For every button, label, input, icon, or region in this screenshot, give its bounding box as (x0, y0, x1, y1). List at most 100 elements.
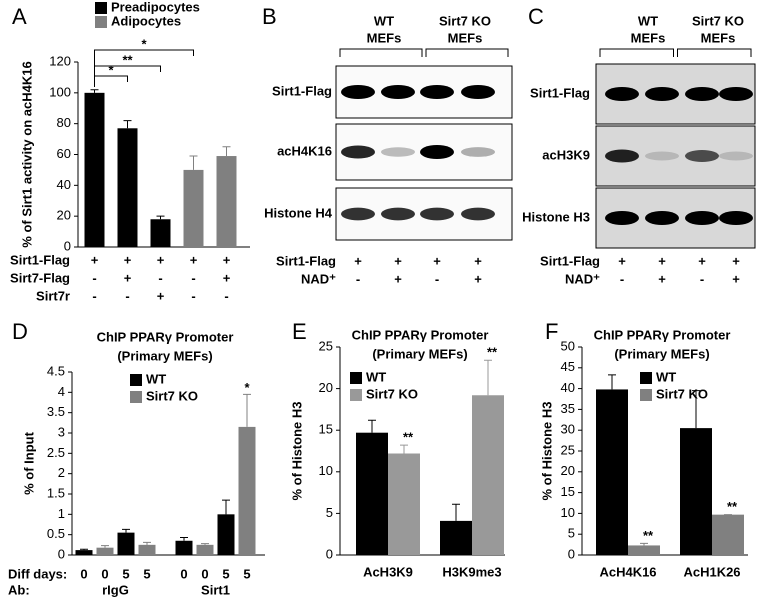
group-axis-label: Ab: (8, 582, 30, 597)
error-bar (608, 374, 616, 390)
significance-bracket (94, 49, 194, 87)
error-bar (222, 499, 230, 515)
error-bar (143, 541, 151, 545)
significance-label: ** (487, 345, 498, 360)
legend-swatch (350, 372, 362, 384)
chart-title: (Primary MEFs) (117, 348, 212, 363)
x-tick-label: 0 (201, 566, 208, 581)
blot-band (461, 207, 495, 221)
condition-label: Sirt1-Flag (276, 253, 336, 268)
condition-value: + (157, 288, 165, 303)
blot-row-label: acH4K16 (277, 143, 332, 158)
x-tick-label: 0 (180, 566, 187, 581)
y-tick-label: 10 (561, 505, 575, 520)
condition-value: + (223, 270, 231, 285)
y-tick-label: 0 (568, 546, 575, 561)
condition-value: + (658, 253, 666, 268)
chart-title: ChIP PPARγ Promoter (594, 327, 731, 342)
y-tick-label: 4 (58, 384, 65, 399)
blot-band (420, 145, 454, 159)
legend-swatch (95, 16, 107, 28)
y-tick-label: 20 (57, 208, 71, 223)
condition-value: - (356, 271, 360, 286)
blot-band (605, 87, 639, 101)
error-bar (201, 543, 209, 545)
condition-value: - (224, 288, 228, 303)
y-axis-label: % of Histone H3 (539, 402, 554, 501)
significance-label: ** (122, 52, 133, 67)
y-tick-label: 40 (561, 380, 575, 395)
condition-value: + (124, 270, 132, 285)
x-tick-label: 0 (80, 566, 87, 581)
y-tick-label: 35 (561, 401, 575, 416)
y-tick-label: 2.5 (47, 445, 65, 460)
y-tick-label: 2 (58, 465, 65, 480)
legend-label: WT (366, 369, 386, 384)
blot-band (341, 145, 375, 159)
y-tick-label: 0.5 (47, 526, 65, 541)
condition-value: + (732, 253, 740, 268)
legend-label: Sirt7 KO (366, 386, 418, 401)
group-label: Sirt1 (201, 582, 230, 597)
blot-band (461, 85, 495, 99)
y-axis-label: % of Input (21, 431, 36, 494)
blot-band (645, 87, 679, 101)
y-tick-label: 50 (561, 338, 575, 353)
error-bar (90, 89, 99, 93)
bar (196, 544, 214, 555)
blot-header: WT (374, 13, 394, 28)
x-tick-label: 5 (143, 566, 150, 581)
condition-value: - (191, 288, 195, 303)
blot-band (461, 147, 495, 157)
y-tick-label: 3 (58, 424, 65, 439)
y-tick-label: 30 (561, 422, 575, 437)
blot-band (645, 211, 679, 225)
blot-header: MEFs (448, 30, 483, 45)
blot-band (381, 147, 415, 157)
header-bracket (339, 48, 509, 57)
error-bar (640, 542, 648, 546)
blot-row-label: Histone H4 (264, 205, 333, 220)
blot-band (685, 87, 719, 101)
x-tick-label: AcH1K26 (683, 564, 740, 579)
error-bar (189, 155, 198, 170)
error-bar (123, 120, 132, 129)
condition-value: + (354, 253, 362, 268)
blot-header: Sirt7 KO (692, 13, 744, 28)
significance-label: * (108, 62, 114, 77)
blot-band (719, 151, 753, 161)
error-bar (484, 359, 492, 396)
significance-bracket (94, 75, 128, 87)
blot-header: MEFs (367, 30, 402, 45)
error-bar (452, 503, 460, 521)
condition-value: + (394, 253, 402, 268)
y-tick-label: 4.5 (47, 363, 65, 378)
panel-letter: D (12, 319, 28, 344)
bar (440, 520, 472, 555)
condition-label: NAD⁺ (301, 271, 336, 286)
chart-title: (Primary MEFs) (614, 346, 709, 361)
significance-label: ** (727, 499, 738, 514)
y-tick-label: 25 (319, 338, 333, 353)
blot-header: MEFs (631, 30, 666, 45)
bar (238, 426, 256, 555)
blot-header: Sirt7 KO (439, 13, 491, 28)
condition-label: Sirt1-Flag (540, 253, 600, 268)
condition-value: + (223, 252, 231, 267)
y-tick-label: 10 (319, 463, 333, 478)
bar (712, 514, 744, 555)
y-tick-label: 1 (58, 506, 65, 521)
error-bar (101, 545, 109, 548)
y-tick-label: 3.5 (47, 404, 65, 419)
error-bar (180, 537, 188, 541)
blot-band (420, 85, 454, 99)
blot-band (685, 211, 719, 225)
chart-title: ChIP PPARγ Promoter (352, 327, 489, 342)
y-tick-label: 20 (319, 380, 333, 395)
legend-swatch (130, 374, 142, 386)
bar (175, 540, 193, 555)
bar (150, 219, 171, 247)
x-tick-label: 5 (222, 566, 229, 581)
blot-band (605, 149, 639, 163)
